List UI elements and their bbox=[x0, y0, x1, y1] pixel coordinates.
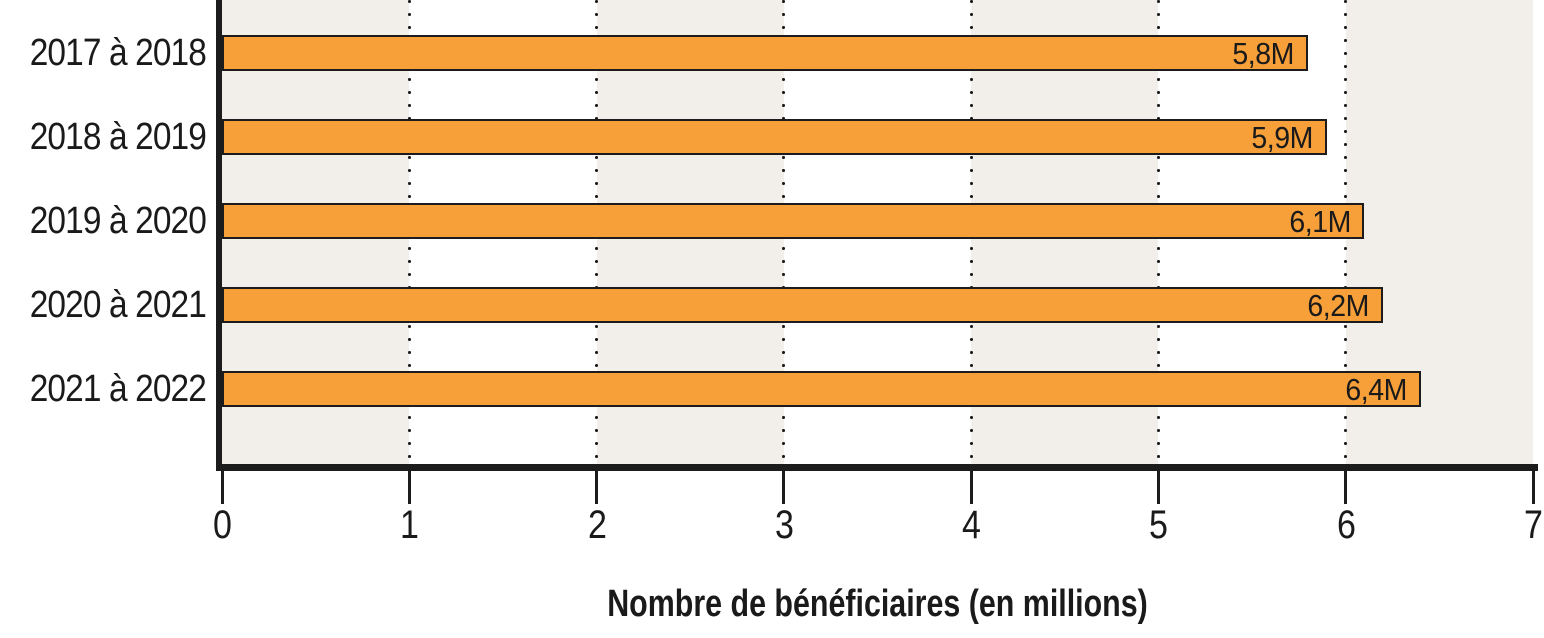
bar-value-label: 6,2M bbox=[1307, 287, 1370, 323]
bar-value-label: 5,9M bbox=[1251, 119, 1314, 155]
x-tick-label: 5 bbox=[1149, 503, 1168, 547]
x-tick bbox=[1531, 471, 1535, 504]
x-tick-label: 2 bbox=[587, 503, 607, 547]
x-tick-label: 4 bbox=[962, 503, 981, 547]
x-tick bbox=[782, 471, 786, 504]
category-label: 2020 à 2021 bbox=[29, 283, 207, 326]
category-label: 2021 à 2022 bbox=[29, 367, 207, 410]
x-tick bbox=[220, 471, 224, 504]
bar: 6,1M bbox=[222, 203, 1365, 239]
category-label: 2019 à 2020 bbox=[29, 199, 207, 242]
x-tick-label: 7 bbox=[1523, 503, 1543, 547]
y-axis-line bbox=[216, 0, 222, 471]
x-tick-label: 3 bbox=[774, 503, 794, 547]
bar: 6,2M bbox=[222, 287, 1384, 323]
x-axis-title: Nombre de bénéficiaires (en millions) bbox=[607, 583, 1148, 625]
bar-value-label: 6,4M bbox=[1345, 371, 1407, 407]
bar-value-label: 5,8M bbox=[1232, 35, 1295, 71]
x-tick bbox=[1344, 471, 1348, 504]
bar: 5,9M bbox=[222, 119, 1327, 155]
x-tick-label: 6 bbox=[1336, 503, 1356, 547]
bar: 5,8M bbox=[222, 35, 1309, 71]
x-tick bbox=[1156, 471, 1160, 504]
x-tick-label: 1 bbox=[400, 503, 419, 547]
category-label: 2018 à 2019 bbox=[29, 115, 207, 158]
plot-area: 5,8M 5,9M 6,1M 6,2M 6,4M bbox=[222, 0, 1533, 464]
bar: 6,4M bbox=[222, 371, 1421, 407]
x-tick bbox=[407, 471, 411, 504]
x-tick bbox=[595, 471, 599, 504]
category-label: 2017 à 2018 bbox=[29, 31, 207, 74]
bar-value-label: 6,1M bbox=[1288, 203, 1351, 239]
x-tick-label: 0 bbox=[212, 503, 232, 547]
x-axis-line bbox=[216, 464, 1538, 471]
x-tick bbox=[969, 471, 973, 504]
